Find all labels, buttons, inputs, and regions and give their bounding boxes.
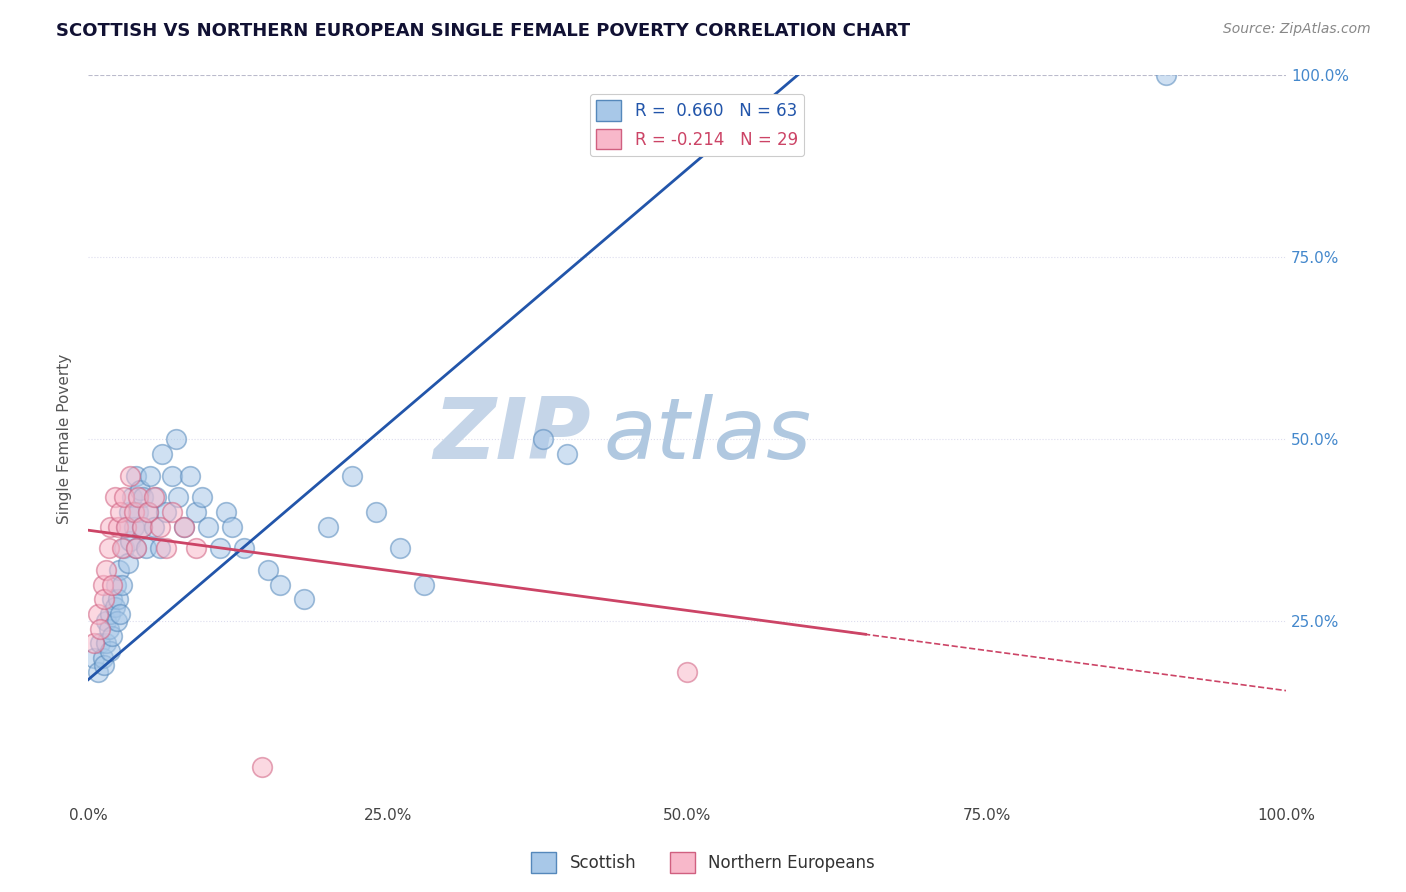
Point <box>128 483 150 497</box>
Point <box>165 432 187 446</box>
Point <box>316 519 339 533</box>
Point <box>94 563 117 577</box>
Point <box>232 541 254 556</box>
Point <box>87 607 110 621</box>
Point <box>93 592 115 607</box>
Point <box>1154 68 1177 82</box>
Point <box>269 578 291 592</box>
Point <box>388 541 411 556</box>
Text: SCOTTISH VS NORTHERN EUROPEAN SINGLE FEMALE POVERTY CORRELATION CHART: SCOTTISH VS NORTHERN EUROPEAN SINGLE FEM… <box>56 22 910 40</box>
Point <box>89 636 111 650</box>
Point <box>101 592 124 607</box>
Point <box>107 519 129 533</box>
Point <box>555 447 578 461</box>
Point <box>122 505 145 519</box>
Point <box>117 556 139 570</box>
Point <box>98 607 121 621</box>
Point <box>412 578 434 592</box>
Point <box>118 505 141 519</box>
Point <box>112 541 135 556</box>
Point <box>87 665 110 680</box>
Point <box>340 468 363 483</box>
Point <box>120 468 142 483</box>
Point <box>250 760 273 774</box>
Point <box>125 541 148 556</box>
Point <box>173 519 195 533</box>
Point <box>127 505 149 519</box>
Point <box>215 505 238 519</box>
Point <box>135 541 157 556</box>
Point <box>149 541 172 556</box>
Point <box>107 592 129 607</box>
Point <box>108 563 131 577</box>
Point <box>104 578 127 592</box>
Point <box>149 519 172 533</box>
Point <box>136 505 159 519</box>
Point <box>122 519 145 533</box>
Point <box>115 519 138 533</box>
Text: atlas: atlas <box>603 394 811 477</box>
Point <box>103 599 125 614</box>
Point <box>98 519 121 533</box>
Point <box>83 636 105 650</box>
Point <box>131 519 153 533</box>
Point <box>531 432 554 446</box>
Point <box>83 650 105 665</box>
Point <box>94 615 117 629</box>
Point <box>155 505 177 519</box>
Point <box>167 491 190 505</box>
Point <box>97 622 120 636</box>
Point <box>197 519 219 533</box>
Point <box>136 505 159 519</box>
Point <box>184 541 207 556</box>
Text: Source: ZipAtlas.com: Source: ZipAtlas.com <box>1223 22 1371 37</box>
Point <box>145 491 167 505</box>
Point <box>221 519 243 533</box>
Point <box>160 468 183 483</box>
Point <box>91 578 114 592</box>
Point <box>160 505 183 519</box>
Point <box>676 665 699 680</box>
Point <box>132 491 155 505</box>
Point <box>110 607 132 621</box>
Point <box>115 519 138 533</box>
Point <box>191 491 214 505</box>
Point <box>101 629 124 643</box>
Point <box>143 491 166 505</box>
Point <box>131 519 153 533</box>
Point <box>91 650 114 665</box>
Legend: R =  0.660   N = 63, R = -0.214   N = 29: R = 0.660 N = 63, R = -0.214 N = 29 <box>589 94 804 156</box>
Point <box>110 505 132 519</box>
Point <box>93 658 115 673</box>
Point <box>105 615 128 629</box>
Point <box>364 505 387 519</box>
Point <box>173 519 195 533</box>
Point <box>120 534 142 549</box>
Text: ZIP: ZIP <box>433 394 592 477</box>
Y-axis label: Single Female Poverty: Single Female Poverty <box>58 354 72 524</box>
Point <box>256 563 278 577</box>
Point <box>112 491 135 505</box>
Point <box>103 491 125 505</box>
Point <box>139 468 162 483</box>
Point <box>94 636 117 650</box>
Point <box>179 468 201 483</box>
Legend: Scottish, Northern Europeans: Scottish, Northern Europeans <box>524 846 882 880</box>
Point <box>155 541 177 556</box>
Point <box>208 541 231 556</box>
Point <box>97 541 120 556</box>
Point <box>143 519 166 533</box>
Point <box>292 592 315 607</box>
Point <box>152 447 174 461</box>
Point <box>127 491 149 505</box>
Point <box>125 468 148 483</box>
Point <box>89 622 111 636</box>
Point <box>125 541 148 556</box>
Point <box>184 505 207 519</box>
Point <box>111 541 134 556</box>
Point <box>111 578 134 592</box>
Point <box>101 578 124 592</box>
Point <box>121 491 143 505</box>
Point <box>98 643 121 657</box>
